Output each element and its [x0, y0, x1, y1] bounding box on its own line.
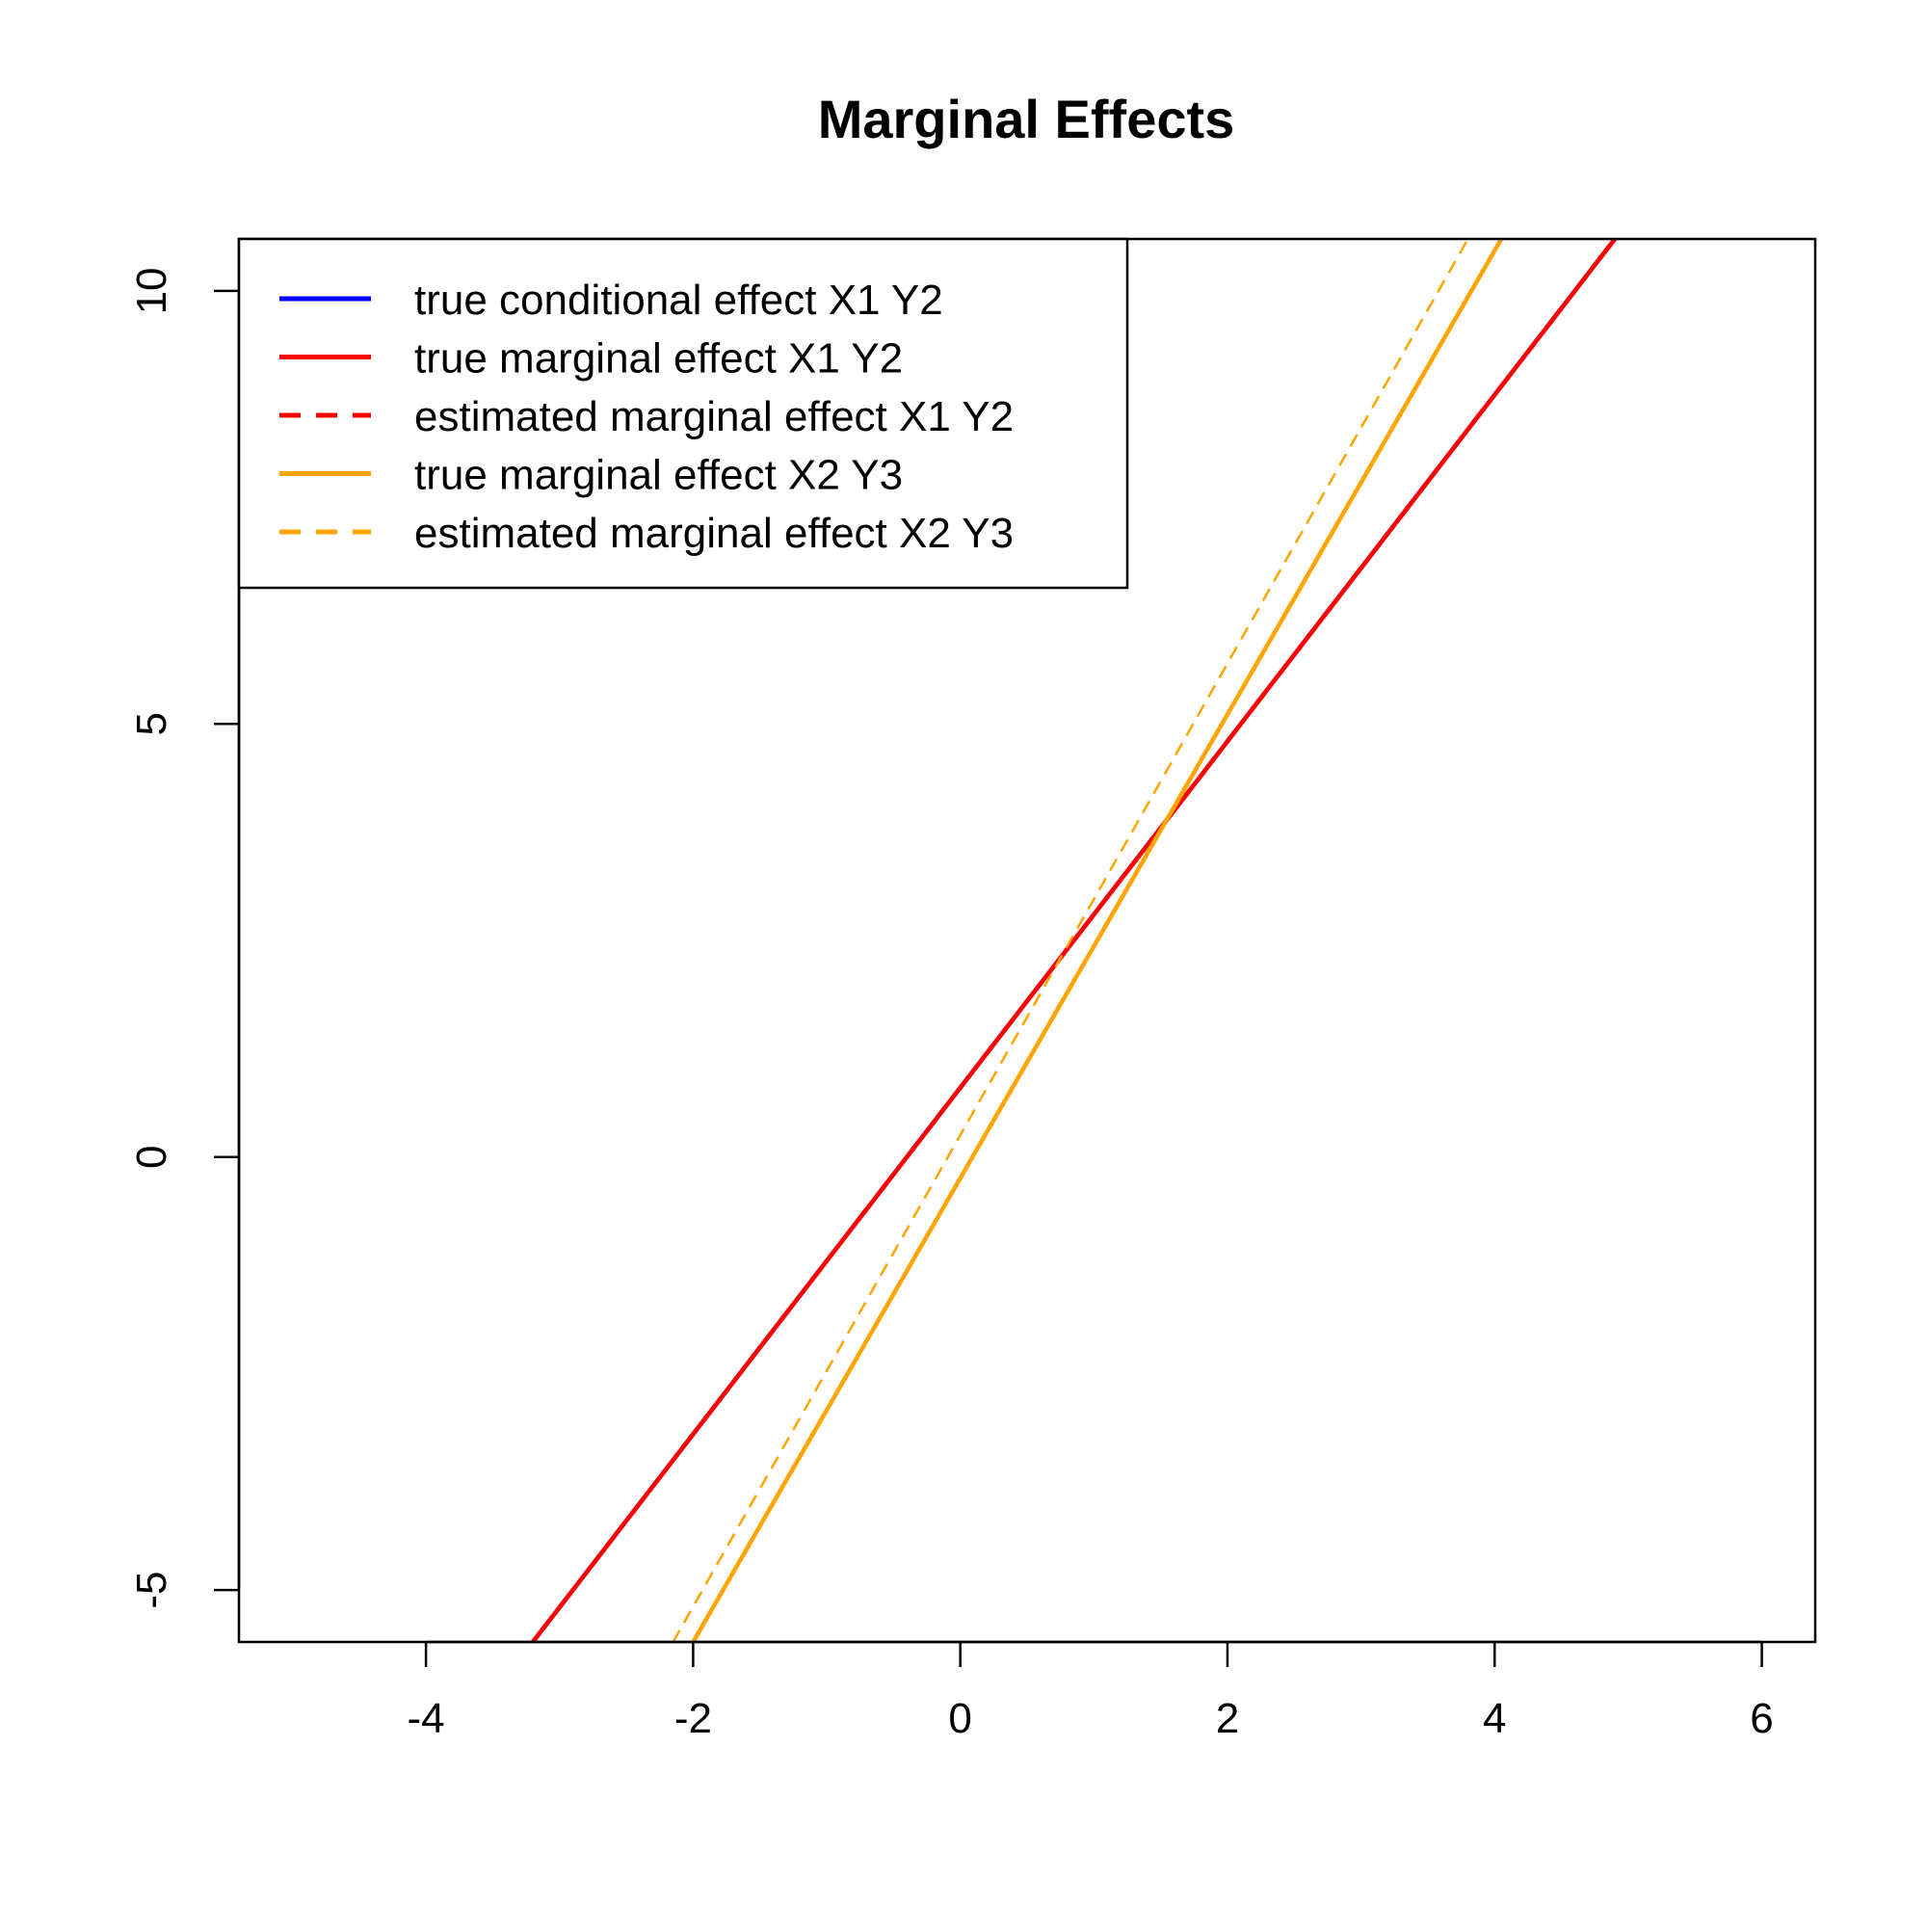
- legend-label: true conditional effect X1 Y2: [414, 277, 943, 324]
- y-tick-label: 10: [128, 267, 175, 314]
- chart-title: Marginal Effects: [818, 89, 1235, 149]
- y-axis: -5 0 5 10: [128, 267, 241, 1609]
- series-line-true-marginal-effect-x2-y3: [691, 239, 1504, 1642]
- legend-label: estimated marginal effect X1 Y2: [414, 393, 1014, 440]
- x-tick-label: 6: [1750, 1695, 1773, 1742]
- legend-label: true marginal effect X1 Y2: [414, 335, 903, 383]
- plot-lines: [531, 239, 1617, 1642]
- x-tick-label: -2: [674, 1695, 712, 1742]
- x-tick-label: 4: [1483, 1695, 1506, 1742]
- series-line-estimated-marginal-effect-x1-y2: [531, 239, 1617, 1642]
- x-tick-label: 2: [1216, 1695, 1239, 1742]
- legend-box: [237, 237, 1129, 590]
- legend-label: estimated marginal effect X2 Y3: [414, 510, 1014, 557]
- y-tick-label: 5: [128, 712, 175, 735]
- y-tick-label: -5: [128, 1572, 175, 1609]
- x-axis: -4 -2 0 2 4 6: [408, 1640, 1774, 1742]
- legend-label: true marginal effect X2 Y3: [414, 452, 903, 499]
- y-tick-label: 0: [128, 1145, 175, 1168]
- x-tick-label: -4: [408, 1695, 445, 1742]
- series-line-estimated-marginal-effect-x2-y3: [672, 239, 1469, 1642]
- x-tick-label: 0: [948, 1695, 971, 1742]
- legend: true conditional effect X1 Y2 true margin…: [237, 237, 1129, 590]
